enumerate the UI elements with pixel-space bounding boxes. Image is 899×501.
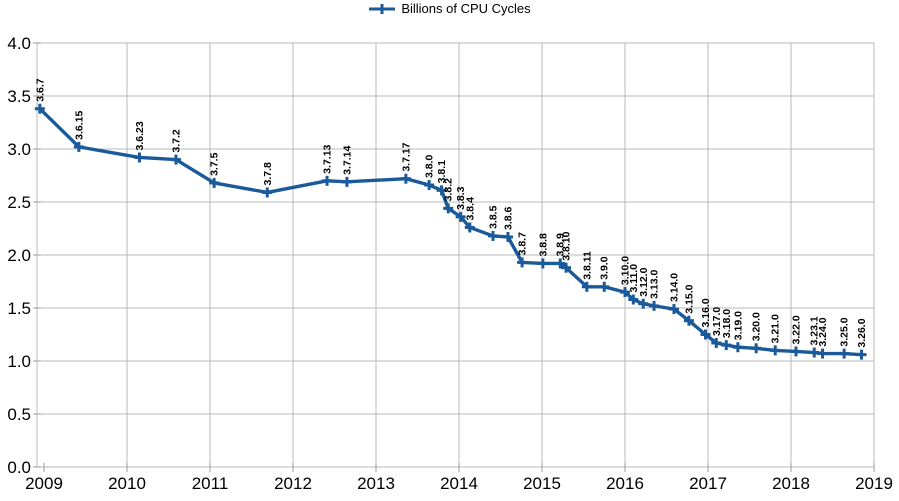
data-point-label: 3.8.1 (436, 160, 448, 184)
data-point-label: 3.9.0 (599, 256, 611, 280)
data-point-label: 3.13.0 (649, 270, 661, 299)
data-point-label: 3.16.0 (700, 298, 712, 327)
x-axis-label: 2016 (606, 474, 644, 493)
x-axis-label: 2019 (855, 474, 893, 493)
data-point-label: 3.8.8 (537, 233, 549, 257)
data-point-label: 3.7.13 (322, 144, 334, 173)
y-axis-label: 4.0 (7, 34, 31, 53)
x-axis-label: 2018 (772, 474, 810, 493)
y-axis-label: 3.5 (7, 87, 31, 106)
data-point-label: 3.14.0 (668, 273, 680, 302)
data-point-label: 3.7.5 (209, 152, 221, 176)
data-point-label: 3.8.9 (555, 233, 567, 257)
data-point-label: 3.23.1 (809, 316, 821, 345)
data-point-label: 3.12.0 (638, 267, 650, 296)
x-axis-label: 2014 (440, 474, 478, 493)
data-point-label: 3.8.11 (581, 251, 593, 280)
gridlines (37, 42, 874, 468)
data-point-label: 3.19.0 (732, 311, 744, 340)
y-axis-label: 0.0 (7, 458, 31, 477)
data-point-label: 3.8.7 (517, 232, 529, 256)
y-axis-label: 3.0 (7, 140, 31, 159)
data-point-label: 3.24.0 (817, 317, 829, 346)
data-point-label: 3.20.0 (751, 312, 763, 341)
x-axis-label: 2011 (192, 474, 229, 493)
data-point-label: 3.8.5 (488, 205, 500, 229)
x-axis-label: 2013 (357, 474, 395, 493)
x-axis-label: 2012 (274, 474, 312, 493)
data-point-label: 3.8.2 (443, 178, 455, 202)
data-point-label: 3.7.14 (341, 146, 353, 175)
data-point-label: 3.8.6 (502, 206, 514, 230)
y-axis-label: 1.0 (7, 352, 31, 371)
data-point-label: 3.7.2 (170, 129, 182, 153)
data-point-label: 3.6.23 (134, 121, 146, 150)
data-point-label: 3.6.15 (73, 111, 85, 140)
data-point-label: 3.25.0 (839, 317, 851, 346)
data-point-label: 3.8.0 (424, 155, 436, 179)
axis-ticks (33, 42, 875, 472)
data-point-label: 3.7.17 (400, 142, 412, 171)
x-axis-label: 2010 (108, 474, 146, 493)
data-point-label: 3.18.0 (721, 309, 733, 338)
x-axis-label: 2017 (689, 474, 727, 493)
data-point-label: 3.17.0 (711, 307, 723, 336)
series-markers (34, 103, 867, 360)
y-axis-label: 2.0 (7, 246, 31, 265)
data-point-label: 3.8.3 (455, 186, 467, 210)
data-point-label: 3.21.0 (770, 314, 782, 343)
data-point-label: 3.6.7 (34, 78, 46, 102)
data-point-label: 3.8.10 (561, 231, 573, 260)
data-point-label: 3.7.8 (262, 162, 274, 186)
y-axis-label: 2.5 (7, 193, 31, 212)
data-point-label: 3.15.0 (683, 284, 695, 313)
data-point-label: 3.10.0 (620, 256, 632, 285)
data-point-label: 3.8.4 (464, 197, 476, 221)
y-axis-label: 0.5 (7, 405, 31, 424)
data-point-label: 3.26.0 (856, 318, 868, 347)
data-point-label: 3.11.0 (628, 264, 640, 293)
y-axis-label: 1.5 (7, 299, 31, 318)
x-axis-label: 2015 (523, 474, 561, 493)
data-point-label: 3.22.0 (790, 315, 802, 344)
x-axis-label: 2009 (25, 474, 63, 493)
